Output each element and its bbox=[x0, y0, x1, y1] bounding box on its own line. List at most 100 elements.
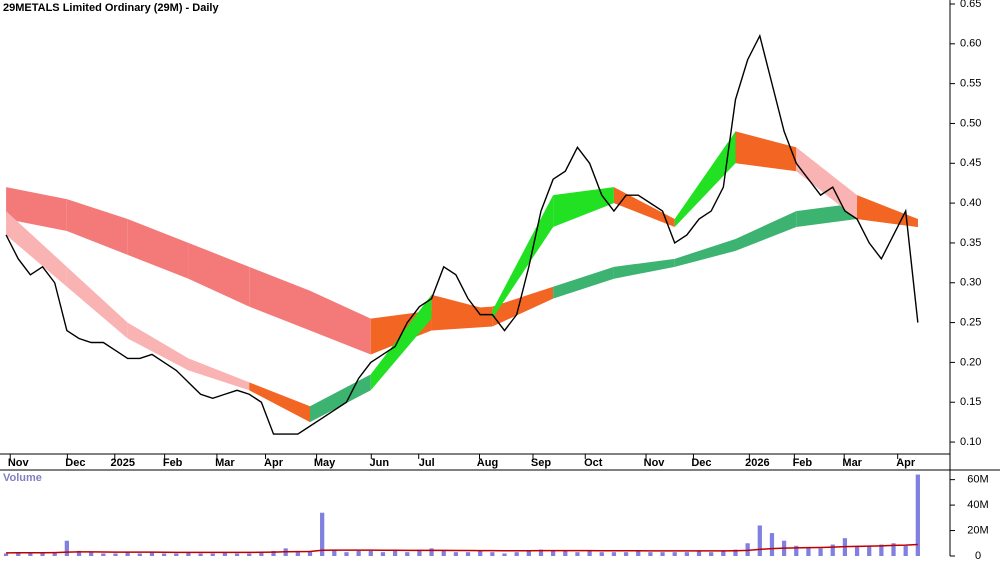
x-tick-label: May bbox=[314, 457, 336, 469]
ribbon-segment bbox=[249, 266, 310, 331]
volume-bar bbox=[903, 545, 908, 556]
x-tick-label: Apr bbox=[896, 457, 916, 469]
x-tick-label: Feb bbox=[793, 457, 813, 469]
x-tick-label: Sep bbox=[531, 457, 551, 469]
volume-bar bbox=[891, 543, 896, 556]
volume-ma bbox=[6, 543, 918, 554]
volume-bar bbox=[709, 552, 714, 556]
volume-bar bbox=[380, 552, 386, 556]
volume-bar bbox=[16, 552, 21, 556]
volume-bar bbox=[453, 552, 459, 556]
ribbon-segment bbox=[613, 258, 675, 279]
volume-bar bbox=[76, 550, 82, 556]
volume-bar bbox=[417, 549, 422, 556]
volume-bar bbox=[392, 550, 398, 556]
volume-bar bbox=[818, 548, 823, 556]
volume-bar bbox=[478, 550, 483, 556]
volume-bar bbox=[648, 552, 653, 556]
x-tick-label: Mar bbox=[842, 457, 862, 469]
x-tick-label: Aug bbox=[477, 457, 498, 469]
volume-bar bbox=[356, 550, 361, 556]
ribbon-segment bbox=[310, 374, 371, 423]
volume-bar bbox=[247, 553, 252, 556]
ribbon-segment bbox=[188, 242, 250, 307]
ribbon-segment bbox=[431, 294, 493, 319]
y-tick-label: 0.10 bbox=[960, 436, 981, 448]
volume-bar bbox=[696, 550, 702, 556]
ribbon-segment bbox=[735, 211, 797, 251]
y-tick-label: 0.15 bbox=[960, 396, 981, 408]
volume-bar bbox=[113, 553, 118, 556]
x-tick-label: Jul bbox=[419, 457, 435, 469]
ribbon-segment bbox=[127, 322, 189, 371]
volume-bar bbox=[806, 547, 811, 556]
volume-bar bbox=[733, 549, 738, 556]
ribbon-segment bbox=[249, 382, 310, 423]
ribbon-segment bbox=[553, 266, 614, 299]
volume-bar bbox=[563, 550, 568, 556]
volume-bar bbox=[137, 553, 142, 556]
volume-bar bbox=[320, 512, 325, 556]
ribbon-segment bbox=[553, 187, 614, 227]
ribbon-segment bbox=[796, 147, 858, 220]
y-tick-label: 0.60 bbox=[960, 38, 981, 50]
volume-bar bbox=[587, 550, 592, 556]
volume-title: Volume bbox=[3, 472, 42, 484]
volume-bar bbox=[429, 548, 434, 556]
volume-bar bbox=[28, 553, 33, 556]
volume-bar bbox=[368, 550, 373, 556]
y-tick-label: 0.30 bbox=[960, 277, 981, 289]
volume-bar bbox=[52, 552, 57, 556]
volume-bar bbox=[636, 550, 641, 556]
ribbon-segment bbox=[674, 238, 736, 267]
volume-bar bbox=[684, 552, 689, 556]
volume-bar bbox=[64, 540, 69, 556]
volume-bar bbox=[526, 550, 531, 556]
volume-bar bbox=[514, 552, 519, 556]
volume-bar bbox=[465, 552, 471, 556]
x-tick-label: Apr bbox=[264, 457, 284, 469]
volume-bar bbox=[867, 545, 872, 556]
ribbon-segment bbox=[66, 266, 128, 339]
volume-bar bbox=[794, 545, 799, 556]
ribbon-segment bbox=[310, 290, 371, 355]
volume-bar bbox=[405, 552, 410, 556]
ribbon-segment bbox=[796, 203, 858, 227]
y-tick-label: 0.35 bbox=[960, 237, 981, 249]
volume-bar bbox=[441, 550, 446, 556]
chart-title: 29METALS Limited Ordinary (29M) - Daily bbox=[3, 2, 219, 14]
ribbon-segment bbox=[127, 219, 189, 279]
volume-bar bbox=[101, 553, 106, 556]
ribbon-segment bbox=[735, 131, 797, 172]
volume-bar bbox=[161, 553, 167, 556]
x-tick-label: Nov bbox=[644, 457, 666, 469]
ribbon-segment bbox=[66, 199, 128, 255]
volume-bar bbox=[174, 553, 179, 556]
volume-bar bbox=[672, 552, 677, 556]
y-tick-label: 0.25 bbox=[960, 316, 981, 328]
volume-bar bbox=[915, 474, 920, 556]
ribbon-segment bbox=[370, 294, 432, 391]
x-tick-label: 2026 bbox=[745, 457, 769, 469]
ribbon-segment bbox=[674, 131, 736, 227]
y-tick-label: 0.40 bbox=[960, 197, 981, 209]
volume-bar bbox=[879, 544, 884, 556]
ribbon-segment bbox=[613, 187, 675, 227]
volume-bar bbox=[623, 552, 629, 556]
x-tick-label: Dec bbox=[65, 457, 85, 469]
x-tick-label: Oct bbox=[584, 457, 603, 469]
volume-tick-label: 40M bbox=[967, 499, 988, 511]
volume-bar bbox=[660, 552, 665, 556]
x-tick-label: Jun bbox=[370, 457, 390, 469]
volume-bar bbox=[611, 552, 617, 556]
ribbon-segment bbox=[6, 211, 67, 287]
y-tick-label: 0.20 bbox=[960, 356, 981, 368]
volume-bar bbox=[89, 552, 94, 556]
volume-bar bbox=[198, 553, 203, 556]
volume-bar bbox=[295, 552, 300, 556]
volume-bar bbox=[40, 553, 45, 556]
volume-bar bbox=[222, 552, 228, 556]
volume-tick-label: 20M bbox=[967, 524, 988, 536]
